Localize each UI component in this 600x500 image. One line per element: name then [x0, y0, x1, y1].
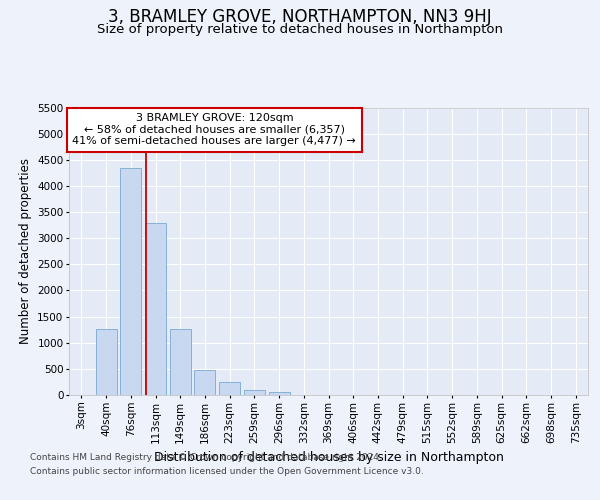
- Text: 3 BRAMLEY GROVE: 120sqm
← 58% of detached houses are smaller (6,357)
41% of semi: 3 BRAMLEY GROVE: 120sqm ← 58% of detache…: [73, 114, 356, 146]
- Bar: [95, 328, 116, 395]
- Text: Size of property relative to detached houses in Northampton: Size of property relative to detached ho…: [97, 22, 503, 36]
- Bar: [194, 370, 215, 395]
- Bar: [244, 390, 265, 395]
- Text: Contains public sector information licensed under the Open Government Licence v3: Contains public sector information licen…: [30, 467, 424, 476]
- Text: 3, BRAMLEY GROVE, NORTHAMPTON, NN3 9HJ: 3, BRAMLEY GROVE, NORTHAMPTON, NN3 9HJ: [108, 8, 492, 26]
- Bar: [269, 392, 290, 395]
- X-axis label: Distribution of detached houses by size in Northampton: Distribution of detached houses by size …: [154, 451, 503, 464]
- Bar: [145, 222, 166, 395]
- Bar: [219, 382, 240, 395]
- Bar: [170, 328, 191, 395]
- Text: Contains HM Land Registry data © Crown copyright and database right 2024.: Contains HM Land Registry data © Crown c…: [30, 454, 382, 462]
- Bar: [120, 168, 141, 395]
- Y-axis label: Number of detached properties: Number of detached properties: [19, 158, 32, 344]
